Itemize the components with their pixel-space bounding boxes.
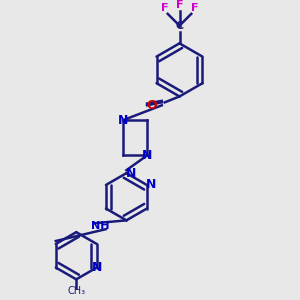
Text: NH: NH [91,221,109,231]
Text: C: C [176,21,184,31]
Text: CH₃: CH₃ [67,286,85,296]
Text: N: N [126,167,136,180]
Text: F: F [161,3,169,13]
Text: F: F [190,3,198,13]
Text: F: F [176,0,183,10]
Text: N: N [118,113,129,127]
Text: O: O [147,99,158,112]
Text: N: N [92,261,102,274]
Text: N: N [142,149,152,162]
Text: N: N [146,178,157,191]
